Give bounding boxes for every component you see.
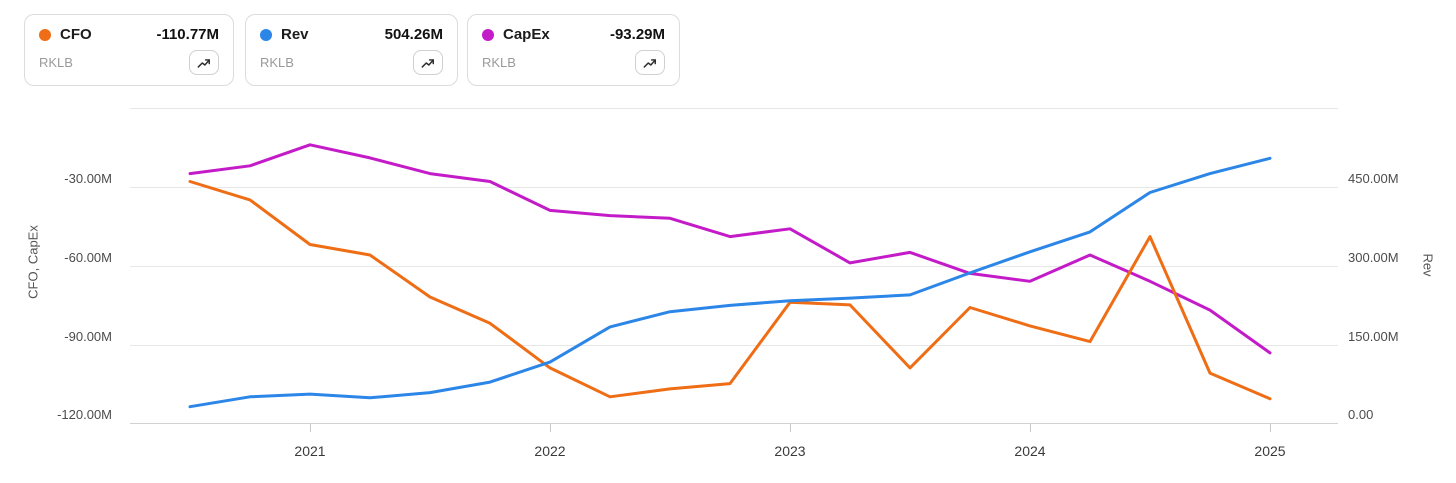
gridline (130, 108, 1338, 109)
rev-series-dot (260, 28, 272, 41)
rev-card-ticker: RKLB (260, 55, 294, 70)
cfo-line (188, 180, 1272, 401)
right-axis-tick: 150.00M (1348, 329, 1399, 344)
trending-up-icon (421, 58, 434, 68)
x-tick (550, 424, 551, 432)
cfo-card-value: -110.77M (156, 26, 219, 43)
legend-card-rev[interactable]: Rev 504.26M RKLB (245, 14, 458, 86)
x-tick (1270, 424, 1271, 432)
left-axis-tick: -90.00M (64, 329, 112, 344)
x-axis-label: 2023 (774, 443, 806, 459)
x-tick (790, 424, 791, 432)
capex-card-ticker: RKLB (482, 55, 516, 70)
x-axis-label: 2021 (294, 443, 326, 459)
x-axis-line (130, 423, 1338, 424)
trending-up-icon (197, 58, 210, 68)
x-tick (310, 424, 311, 432)
right-axis-tick: 450.00M (1348, 171, 1399, 186)
left-axis-tick: -60.00M (64, 250, 112, 265)
rev-line (188, 156, 1272, 409)
gridline (130, 187, 1338, 188)
rev-card-label: Rev (281, 26, 309, 43)
right-axis-tick: 0.00 (1348, 407, 1374, 422)
x-axis-label: 2025 (1254, 443, 1286, 459)
rev-card-value: 504.26M (384, 26, 443, 43)
cfo-card-label: CFO (60, 26, 92, 43)
cfo-sparkline-button[interactable] (189, 50, 219, 75)
x-tick (1030, 424, 1031, 432)
x-axis-label: 2022 (534, 443, 566, 459)
gridline (130, 345, 1338, 346)
capex-card-value: -93.29M (609, 26, 665, 43)
capex-line (188, 143, 1272, 355)
legend-card-capex[interactable]: CapEx -93.29M RKLB (467, 14, 680, 86)
left-axis-tick: -30.00M (64, 171, 112, 186)
rev-sparkline-button[interactable] (413, 50, 443, 75)
capex-sparkline-button[interactable] (635, 50, 665, 75)
gridline (130, 266, 1338, 267)
left-axis-tick: -120.00M (57, 407, 112, 422)
cfo-card-ticker: RKLB (39, 55, 73, 70)
capex-series-dot (482, 28, 494, 41)
x-axis-label: 2024 (1014, 443, 1046, 459)
capex-card-label: CapEx (503, 26, 550, 43)
legend-card-cfo[interactable]: CFO -110.77M RKLB (24, 14, 234, 86)
right-axis-tick: 300.00M (1348, 250, 1399, 265)
trending-up-icon (643, 58, 656, 68)
cfo-series-dot (39, 28, 51, 41)
